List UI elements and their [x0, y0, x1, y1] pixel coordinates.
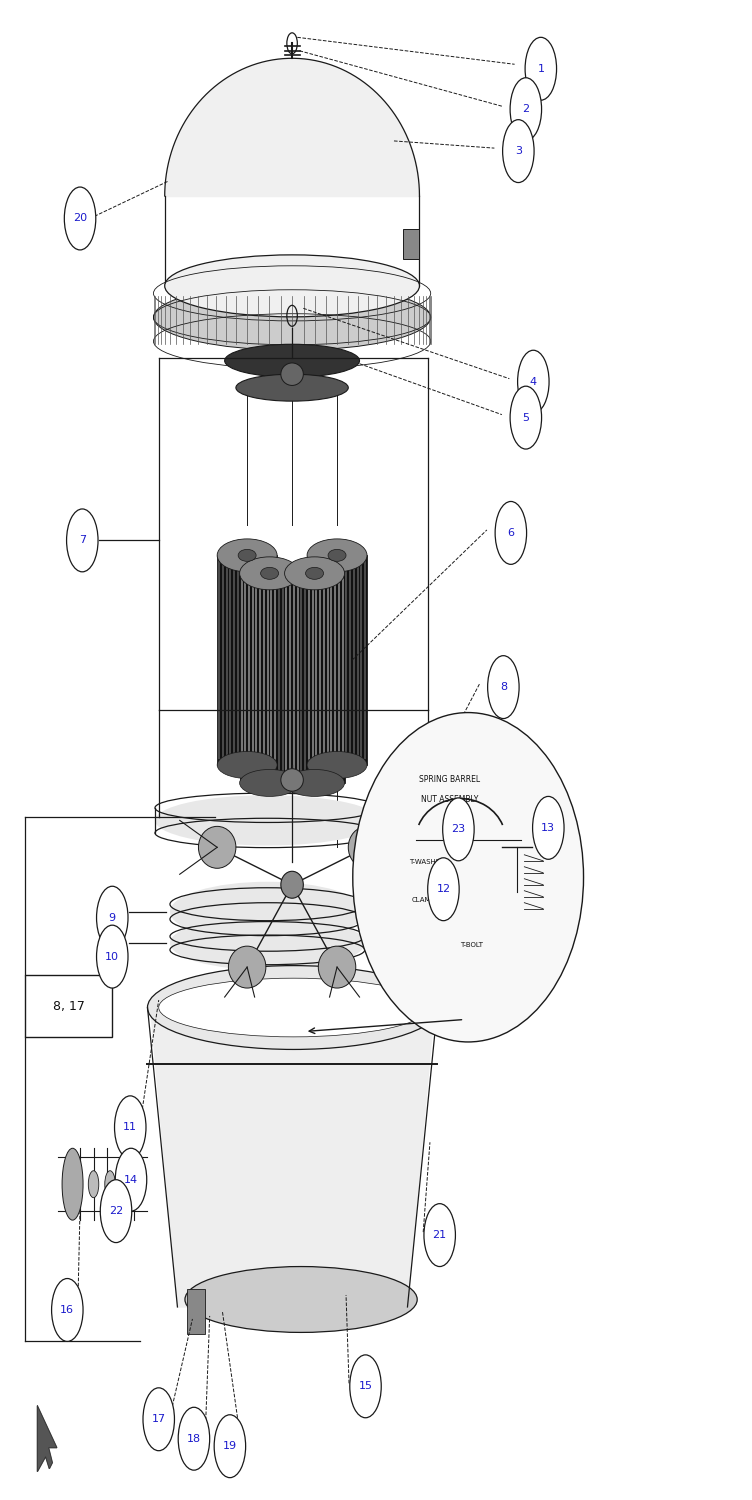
Circle shape — [517, 350, 549, 412]
Ellipse shape — [170, 916, 365, 970]
Ellipse shape — [318, 946, 356, 988]
Circle shape — [96, 926, 128, 988]
Circle shape — [214, 1414, 246, 1478]
Text: 7: 7 — [79, 536, 86, 546]
Ellipse shape — [153, 285, 431, 350]
Text: 23: 23 — [451, 825, 465, 834]
Circle shape — [502, 120, 534, 183]
Text: 17: 17 — [152, 1414, 165, 1425]
Ellipse shape — [240, 770, 299, 796]
Text: 8: 8 — [500, 682, 507, 692]
Ellipse shape — [105, 1170, 115, 1197]
Ellipse shape — [229, 946, 266, 988]
Ellipse shape — [217, 752, 277, 778]
Ellipse shape — [170, 882, 365, 942]
Ellipse shape — [284, 556, 344, 590]
Ellipse shape — [185, 1266, 417, 1332]
Circle shape — [52, 1278, 83, 1341]
Circle shape — [115, 1149, 147, 1210]
Polygon shape — [38, 1406, 57, 1472]
Ellipse shape — [199, 827, 236, 868]
Circle shape — [143, 1388, 174, 1450]
Text: 1: 1 — [538, 64, 544, 74]
Text: 12: 12 — [436, 884, 450, 894]
Circle shape — [495, 501, 526, 564]
Ellipse shape — [88, 1170, 99, 1197]
Text: 8, 17: 8, 17 — [53, 999, 84, 1012]
Text: 10: 10 — [105, 951, 120, 962]
Circle shape — [443, 798, 475, 861]
Text: 11: 11 — [123, 1122, 138, 1132]
Ellipse shape — [280, 768, 303, 790]
Text: 13: 13 — [541, 824, 555, 833]
Circle shape — [96, 886, 128, 950]
Bar — [26, 975, 111, 1038]
Ellipse shape — [328, 549, 346, 561]
Text: 5: 5 — [523, 413, 529, 423]
Ellipse shape — [236, 374, 348, 400]
Ellipse shape — [348, 827, 386, 868]
Ellipse shape — [147, 966, 440, 1050]
Circle shape — [65, 188, 96, 250]
Ellipse shape — [121, 1170, 132, 1197]
Bar — [240, 573, 299, 783]
Circle shape — [510, 78, 541, 141]
Circle shape — [532, 796, 564, 859]
Circle shape — [510, 386, 541, 448]
Ellipse shape — [225, 345, 359, 376]
Bar — [307, 555, 367, 765]
Bar — [187, 1288, 205, 1334]
Circle shape — [428, 858, 459, 921]
Text: NUT ASSEMBLY: NUT ASSEMBLY — [420, 795, 478, 804]
Ellipse shape — [159, 978, 429, 1036]
Text: 15: 15 — [359, 1382, 372, 1392]
Circle shape — [487, 656, 519, 718]
Ellipse shape — [280, 363, 303, 386]
Bar — [403, 230, 420, 260]
Ellipse shape — [217, 538, 277, 572]
Circle shape — [350, 1354, 381, 1418]
Text: 20: 20 — [73, 213, 87, 223]
Circle shape — [424, 1203, 456, 1266]
Text: SPRING BARREL: SPRING BARREL — [419, 776, 480, 784]
Ellipse shape — [155, 795, 380, 846]
Polygon shape — [151, 1016, 434, 1306]
Ellipse shape — [307, 538, 367, 572]
Circle shape — [67, 509, 98, 572]
Ellipse shape — [165, 255, 420, 316]
Text: T-WASHER: T-WASHER — [409, 859, 445, 865]
Text: CLAMP: CLAMP — [411, 897, 435, 903]
Text: 9: 9 — [109, 912, 116, 922]
Circle shape — [114, 1096, 146, 1158]
Ellipse shape — [261, 567, 278, 579]
Circle shape — [100, 1179, 132, 1242]
Ellipse shape — [307, 752, 367, 778]
Text: 21: 21 — [432, 1230, 447, 1240]
Ellipse shape — [280, 871, 303, 898]
Ellipse shape — [305, 567, 323, 579]
Circle shape — [178, 1407, 210, 1470]
Text: 16: 16 — [60, 1305, 74, 1316]
Circle shape — [525, 38, 556, 100]
Ellipse shape — [62, 1149, 83, 1220]
Bar — [217, 555, 277, 765]
Text: 2: 2 — [523, 104, 529, 114]
Text: 22: 22 — [109, 1206, 123, 1216]
Text: 3: 3 — [515, 146, 522, 156]
Ellipse shape — [238, 549, 256, 561]
Ellipse shape — [284, 770, 344, 796]
Text: 4: 4 — [529, 376, 537, 387]
Text: 14: 14 — [124, 1174, 138, 1185]
Ellipse shape — [353, 712, 584, 1042]
Text: 6: 6 — [508, 528, 514, 538]
Text: T-BOLT: T-BOLT — [460, 942, 484, 948]
Text: 19: 19 — [223, 1442, 237, 1450]
Text: 18: 18 — [187, 1434, 201, 1443]
Bar — [284, 573, 344, 783]
Ellipse shape — [240, 556, 299, 590]
